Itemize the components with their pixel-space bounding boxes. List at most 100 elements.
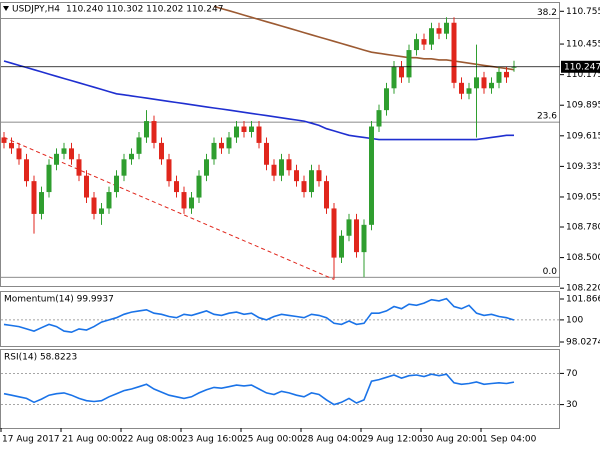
candle-body (226, 137, 232, 149)
y-tick-label: 110.175 (566, 70, 600, 80)
candle-body (136, 137, 142, 154)
indicator-line (3, 60, 514, 141)
menu-arrow (3, 6, 9, 11)
x-tick-label: 30 Aug 20:00 (422, 435, 483, 445)
y-tick-label: 110.455 (566, 40, 600, 50)
y-tick-label: 109.335 (566, 162, 600, 172)
candle-body (61, 148, 67, 154)
y-tick-label: 108.500 (566, 253, 600, 263)
candle-body (91, 197, 97, 214)
rsi-title: RSI(14) 58.8223 (4, 353, 77, 363)
momentum-title: Momentum(14) 99.9937 (4, 295, 114, 305)
candle-body (9, 142, 14, 149)
candle-body (219, 142, 224, 149)
candle-body (196, 175, 202, 198)
indicator-line (3, 373, 515, 406)
candle-body (114, 175, 119, 193)
quote: 110.240 110.302 110.202 110.247 (66, 5, 223, 15)
y-tick-label: 110.755 (566, 7, 600, 17)
candle-body (489, 82, 494, 89)
candle-body (324, 181, 329, 209)
y-tick-label: 108.780 (566, 223, 600, 233)
candle-body (406, 50, 412, 78)
y-tick-label: 101.8664 (566, 294, 600, 304)
candle-body (204, 159, 209, 176)
candle-body (331, 208, 337, 258)
symbol: USDJPY,H4 (12, 5, 60, 15)
candle-body (24, 159, 29, 182)
current-price-label: 110.247 (564, 62, 600, 72)
candle-body (264, 142, 269, 165)
x-tick-label: 1 Sep 04:00 (482, 435, 537, 445)
candle-body (391, 66, 397, 89)
fib-label: 0.0 (543, 267, 558, 277)
candle-body (301, 181, 307, 193)
candle-body (384, 88, 389, 111)
candle-body (399, 66, 404, 78)
candle-body (234, 126, 239, 138)
candle-body (84, 175, 89, 198)
y-tick-label: 108.220 (566, 284, 600, 294)
candle-body (46, 164, 52, 193)
candle-body (421, 39, 427, 45)
fib-label: 38.2 (537, 8, 557, 18)
candle-body (286, 159, 292, 171)
candle-body (151, 121, 157, 143)
candle-body (106, 192, 112, 209)
x-tick-label: 21 Aug 00:00 (62, 435, 123, 445)
candle-body (436, 28, 442, 34)
candle-body (504, 71, 509, 78)
candle-body (459, 82, 464, 94)
fib-label: 23.6 (537, 112, 557, 122)
candle-body (451, 22, 457, 83)
x-tick-label: 22 Aug 08:00 (122, 435, 183, 445)
candle-body (361, 224, 367, 253)
candle-body (166, 159, 172, 182)
candle-body (189, 197, 194, 209)
candle-body (316, 170, 322, 182)
candle-body (429, 28, 434, 45)
candle-body (376, 110, 382, 127)
indicator-line (213, 5, 515, 71)
x-tick-label: 25 Aug 00:00 (242, 435, 303, 445)
candle-body (1, 137, 7, 143)
x-tick-label: 23 Aug 16:00 (182, 435, 243, 445)
candle-body (309, 170, 314, 193)
main-panel (0, 2, 560, 287)
indicator-line (3, 297, 515, 334)
y-tick-label: 98.0274 (566, 337, 600, 347)
candle-body (69, 148, 74, 160)
candle-body (481, 77, 487, 89)
candle-body (211, 142, 217, 160)
current-price-tag (561, 60, 600, 73)
candle-body (339, 235, 344, 258)
y-tick-label: 70 (566, 369, 578, 379)
candle-body (241, 126, 247, 132)
candle-body (249, 126, 254, 132)
candle-body (16, 148, 22, 160)
y-tick-label: 30 (566, 400, 578, 410)
candle-body (159, 142, 164, 160)
y-tick-label: 100 (566, 315, 583, 325)
candle-body (144, 121, 149, 138)
candle-body (474, 77, 479, 89)
momentum-panel (0, 291, 560, 347)
candle-body (129, 153, 134, 160)
candle-body (39, 192, 44, 214)
x-tick-label: 28 Aug 04:00 (302, 435, 363, 445)
candle-body (496, 71, 502, 83)
candle-body (121, 159, 127, 176)
candle-body (444, 22, 449, 34)
candle-body (256, 126, 262, 143)
candle-body (294, 170, 299, 182)
candle-body (369, 126, 374, 225)
plot-layer: 110.755 110.455 110.175 109.895 109.615 109.3… (0, 5, 600, 445)
x-tick-label: 17 Aug 2017 (2, 435, 60, 445)
candle-body (99, 208, 104, 214)
candle-body (271, 164, 277, 176)
y-tick-label: 109.055 (566, 192, 600, 202)
candle-body (466, 88, 472, 94)
candle-body (181, 192, 187, 209)
candle-body (76, 159, 82, 176)
